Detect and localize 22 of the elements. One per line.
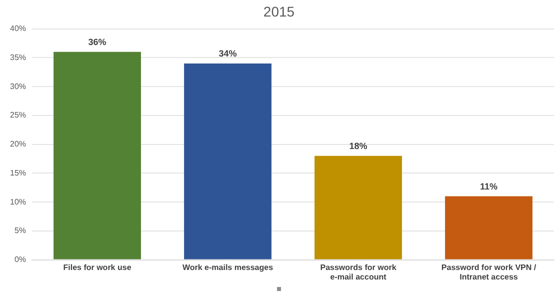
chart-title: 2015	[263, 3, 295, 20]
y-tick-label: 35%	[10, 52, 26, 62]
x-tick-label: Password for work VPN / Intranet access	[441, 262, 537, 282]
data-label: 18%	[349, 140, 368, 151]
y-tick-label: 0%	[14, 255, 26, 264]
y-tick-label: 25%	[10, 110, 26, 120]
x-tick-label: Files for work use	[63, 262, 132, 272]
y-tick-label: 40%	[10, 24, 26, 34]
bar	[314, 156, 402, 260]
data-label: 11%	[480, 181, 498, 192]
bar	[445, 196, 532, 260]
x-tick-label: Work e-mails messages	[182, 262, 274, 272]
y-tick-label: 10%	[10, 197, 26, 206]
data-label: 34%	[218, 48, 237, 58]
y-tick-label: 20%	[10, 140, 26, 149]
y-tick-label: 15%	[10, 168, 26, 178]
y-tick-label: 5%	[14, 226, 26, 236]
x-tick-label: Passwords for work e-mail account	[320, 262, 397, 282]
bar	[54, 52, 141, 260]
data-label: 36%	[88, 36, 106, 47]
y-tick-label: 30%	[10, 82, 26, 91]
bar	[184, 63, 272, 260]
